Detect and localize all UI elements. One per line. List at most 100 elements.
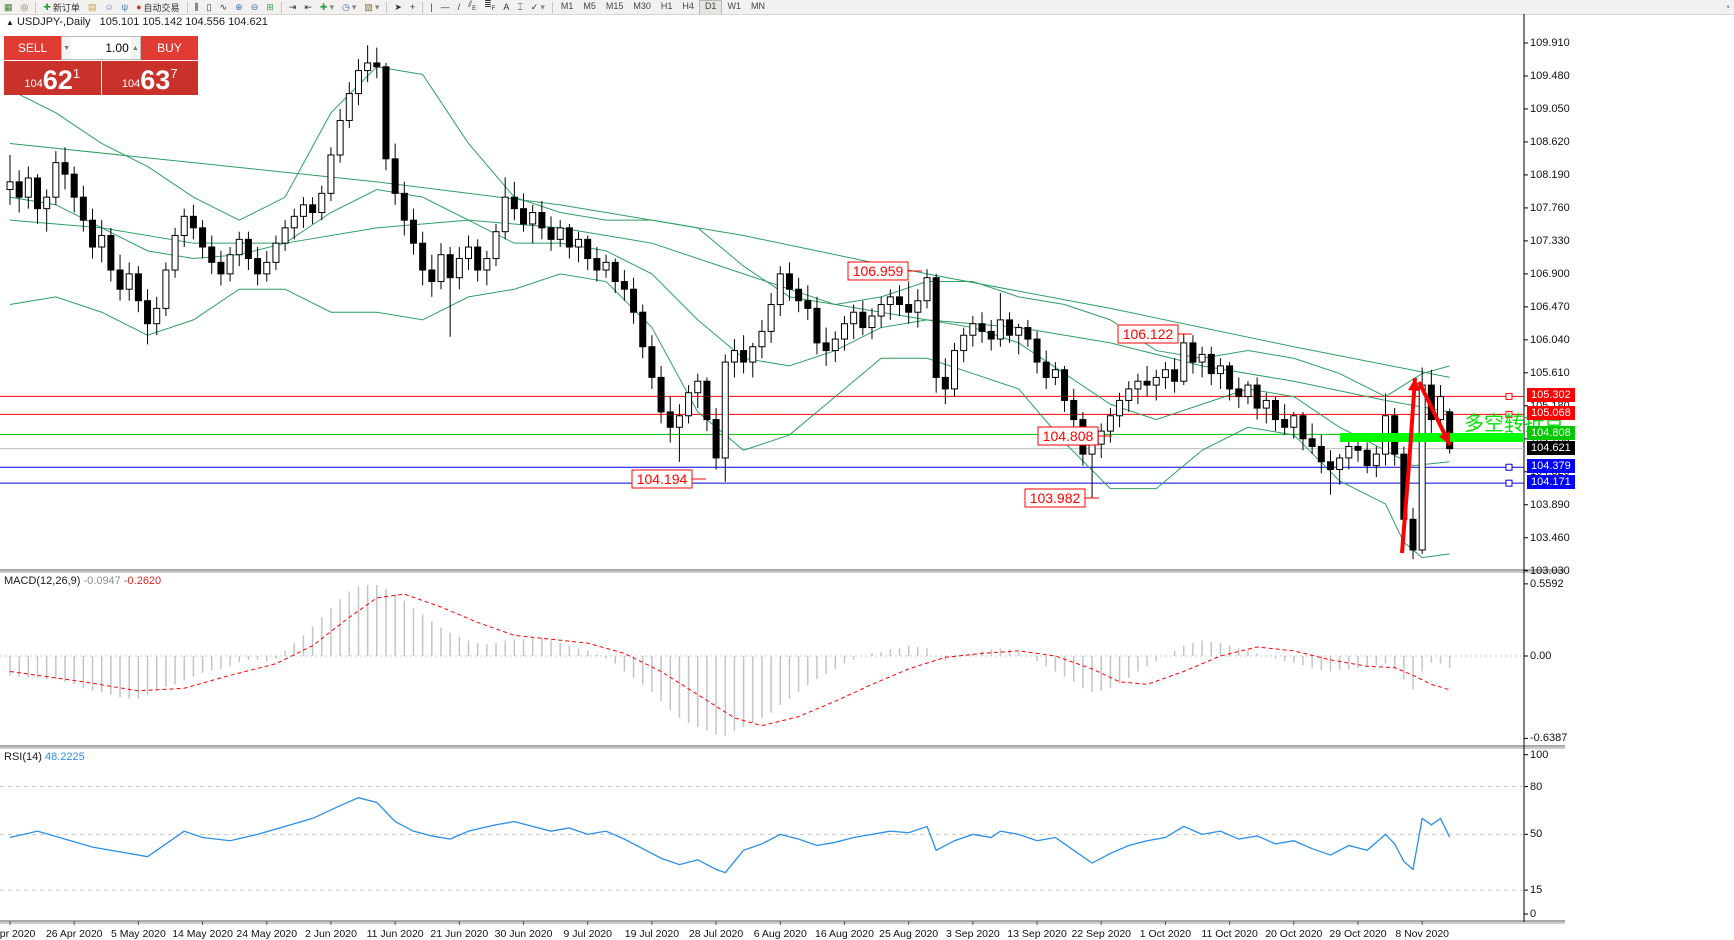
- autotrade-button[interactable]: ● 自动交易: [136, 1, 180, 13]
- help-icon[interactable]: ◔: [1724, 1, 1730, 12]
- auto-scroll-icon[interactable]: ⇥: [288, 1, 297, 12]
- trendline-icon[interactable]: /: [457, 1, 461, 12]
- support-zone-bar[interactable]: [1340, 433, 1524, 442]
- candle-body: [409, 219, 417, 244]
- candle-body: [996, 319, 1004, 340]
- candle-body: [666, 411, 674, 428]
- new-chart-icon[interactable]: ▦: [4, 1, 13, 12]
- text-label-icon[interactable]: ⌶: [517, 1, 523, 12]
- date-tick-label: 16 Aug 2020: [814, 928, 874, 940]
- timeframe-m1[interactable]: M1: [560, 0, 574, 11]
- line-handle[interactable]: [1505, 410, 1513, 418]
- buy-button[interactable]: BUY: [141, 36, 198, 60]
- candle-chart-icon[interactable]: ▯: [206, 1, 212, 12]
- timeframe-m5[interactable]: M5: [583, 0, 596, 11]
- sell-price-prefix: 104: [24, 78, 43, 90]
- rsi-value: 48.2225: [44, 751, 85, 763]
- candle-body: [584, 238, 592, 260]
- date-tick-label: 28 Jul 2020: [688, 928, 744, 940]
- candle-body: [1134, 380, 1142, 390]
- date-tick-label: 2 Jun 2020: [304, 928, 357, 940]
- timeframe-m30[interactable]: M30: [633, 0, 651, 11]
- candle-body: [813, 307, 821, 344]
- chart-shift-icon[interactable]: ⇤: [304, 1, 312, 12]
- candle-body: [657, 376, 665, 413]
- price-tick-label: 106.470: [1530, 300, 1570, 313]
- price-label-box[interactable]: [1024, 488, 1086, 508]
- price-label-box[interactable]: [1117, 324, 1179, 344]
- candle-body: [1363, 449, 1371, 467]
- price-label-box[interactable]: [1037, 426, 1099, 446]
- candle-body: [474, 246, 482, 271]
- timeframe-mn[interactable]: MN: [750, 0, 765, 11]
- timeframe-m15[interactable]: M15: [605, 0, 624, 11]
- candle-body: [1317, 445, 1325, 463]
- timeframe-h4[interactable]: H4: [682, 0, 694, 11]
- candle-body: [263, 261, 271, 275]
- candle-body: [501, 196, 509, 233]
- candle-body: [529, 212, 537, 225]
- candle-body: [978, 323, 986, 332]
- candle-body: [79, 196, 87, 221]
- candle-body: [611, 261, 619, 283]
- candle-body: [1189, 342, 1197, 363]
- new-order-button[interactable]: ✚ 新订单: [43, 1, 80, 13]
- candle-body: [1061, 369, 1069, 401]
- axis-price-box: 104.621: [1527, 440, 1575, 455]
- macd-label: MACD(12,26,9) -0.0947 -0.2620: [4, 575, 162, 587]
- tile-windows-icon[interactable]: ⊞: [266, 1, 274, 12]
- periods-icon[interactable]: ◷ ▾: [341, 1, 357, 12]
- signal-icon[interactable]: ψ: [121, 1, 129, 12]
- cursor-icon[interactable]: ➤: [394, 1, 402, 12]
- text-icon[interactable]: A: [503, 1, 510, 12]
- candle-body: [235, 238, 243, 256]
- macd-signal-value: -0.2620: [123, 575, 162, 587]
- buy-price-display[interactable]: 104 63 7: [101, 61, 198, 95]
- price-label-box[interactable]: [631, 469, 693, 489]
- candle-body: [226, 254, 234, 275]
- rsi-tick-label: 80: [1530, 780, 1543, 793]
- indicators-add-icon[interactable]: ✚ ▾: [319, 1, 334, 12]
- line-chart-icon[interactable]: ∿: [219, 1, 228, 12]
- profile-icon[interactable]: ☺: [104, 1, 114, 12]
- zoom-in-icon[interactable]: ⊕: [235, 1, 243, 12]
- sell-price-display[interactable]: 104 62 1: [4, 61, 101, 95]
- volume-decrease-button[interactable]: ▼: [62, 37, 72, 59]
- arrows-icon[interactable]: ✓ ▾: [530, 1, 545, 12]
- timeframe-h1[interactable]: H1: [660, 0, 673, 11]
- volume-input[interactable]: [71, 37, 131, 59]
- main-toolbar: ▦ ◎ ✚ 新订单 ▤ ☺ ψ ● 自动交易 ⫼ ▯ ∿ ⊕ ⊖ ⊞ ⇥ ⇤ ✚ ▾ …: [0, 0, 1734, 15]
- candle-body: [1446, 411, 1454, 450]
- candle-body: [180, 215, 188, 237]
- candle-body: [1106, 415, 1114, 432]
- history-center-icon[interactable]: ▤: [87, 1, 97, 12]
- candle-body: [217, 261, 225, 275]
- volume-increase-button[interactable]: ▲: [130, 37, 140, 59]
- search-icon[interactable]: ◎: [20, 1, 29, 12]
- buy-price-sup: 7: [170, 66, 178, 81]
- line-handle[interactable]: [1505, 479, 1513, 487]
- fibonacci-icon[interactable]: ≣F: [484, 0, 496, 12]
- price-label-box[interactable]: [847, 261, 909, 281]
- candle-body: [1006, 319, 1014, 336]
- candle-body: [1271, 399, 1279, 421]
- line-handle[interactable]: [1505, 463, 1513, 471]
- bar-chart-icon[interactable]: ⫼: [194, 1, 199, 12]
- timeframe-d1[interactable]: D1: [698, 0, 723, 14]
- crosshair-icon[interactable]: +: [409, 1, 416, 12]
- zoom-out-icon[interactable]: ⊖: [250, 1, 259, 12]
- vertical-line-icon[interactable]: |: [430, 1, 433, 12]
- price-tick-label: 103.460: [1530, 531, 1570, 544]
- horizontal-line-icon[interactable]: —: [440, 1, 450, 12]
- candle-body: [538, 212, 546, 229]
- candle-body: [556, 227, 564, 240]
- macd-main-value: -0.0947: [83, 575, 121, 587]
- equidistant-channel-icon[interactable]: ⫽E: [468, 0, 477, 12]
- candle-body: [575, 238, 583, 248]
- candle-body: [1418, 384, 1426, 551]
- sell-button[interactable]: SELL: [4, 36, 61, 60]
- templates-icon[interactable]: ▧ ▾: [364, 1, 380, 12]
- timeframe-w1[interactable]: W1: [727, 0, 741, 11]
- line-handle[interactable]: [1505, 392, 1513, 400]
